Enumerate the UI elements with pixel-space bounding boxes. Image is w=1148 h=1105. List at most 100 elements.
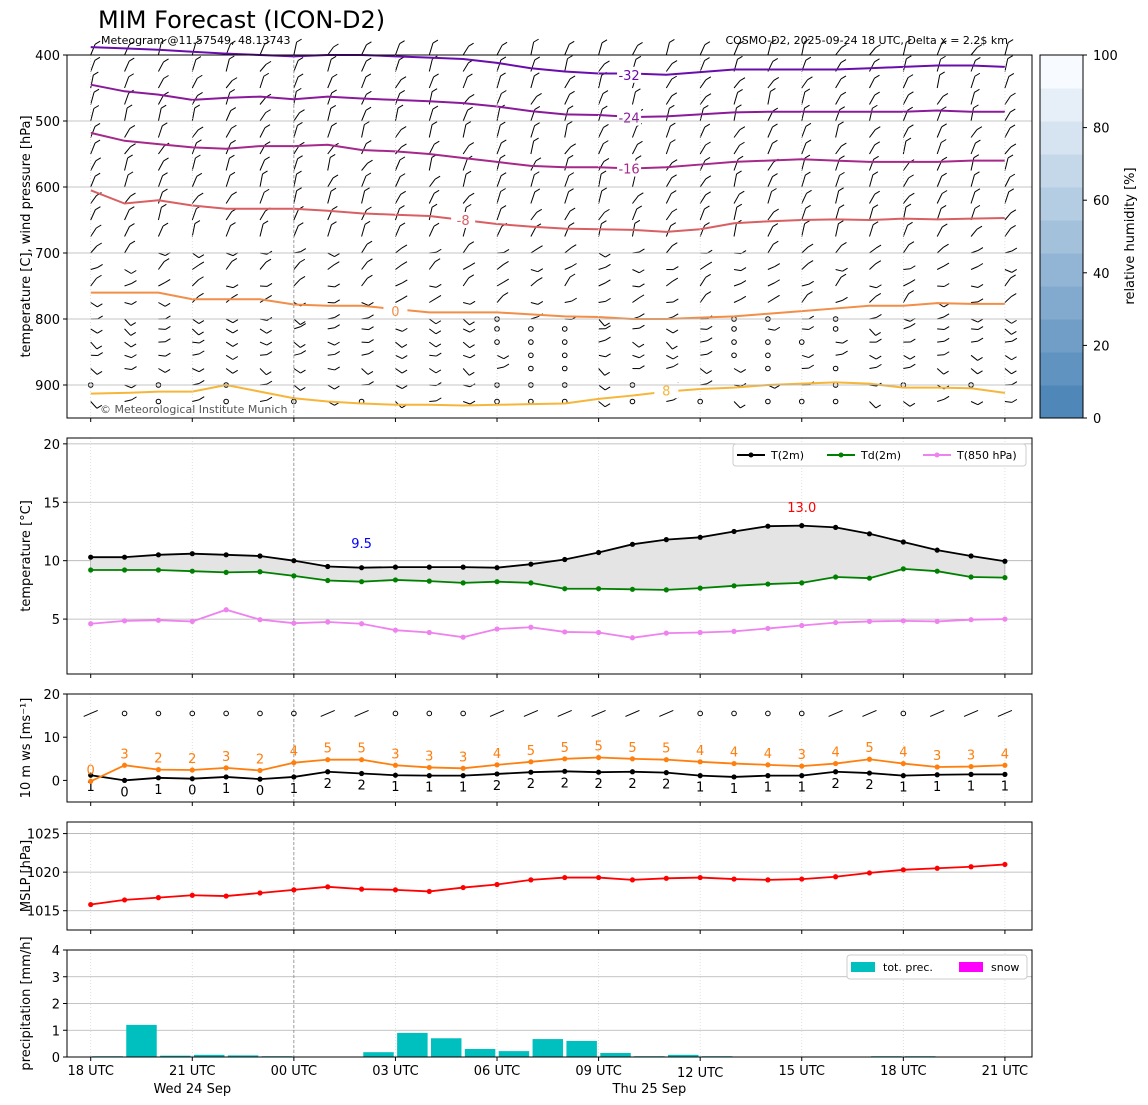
wind-series-0-label-27: 1 [1001, 779, 1009, 794]
wind-barb [90, 195, 97, 204]
wind-barb [971, 301, 979, 303]
wind-barb [157, 94, 165, 105]
wind-barb-flag [501, 90, 507, 94]
wind-direction-25 [929, 709, 945, 717]
wind-barb-flag [334, 261, 340, 266]
wind-barb-flag [127, 171, 134, 176]
wind-series-1-point-24 [900, 760, 906, 767]
calm-circle [223, 398, 229, 405]
wind-barb [902, 225, 909, 237]
wind-barb-flag [568, 40, 575, 45]
precip-bar-14 [566, 1040, 597, 1057]
wind-barb [700, 353, 708, 356]
wind-barb-flag [96, 404, 103, 409]
wind-barb [699, 160, 706, 171]
wind-barb [191, 107, 196, 122]
wind-barb-flag [433, 189, 440, 194]
legend-label-2: T(850 hPa) [956, 449, 1017, 462]
wind-barb [665, 108, 670, 122]
wind-barb-flag [874, 58, 880, 63]
wind-barb-flag [435, 320, 442, 325]
wind-barb [936, 208, 942, 221]
wind-barb-flag [468, 241, 475, 246]
wind-barb [598, 384, 606, 391]
wind-barb-flag [366, 206, 372, 211]
wind-series-0-line [90, 770, 1005, 782]
wind-barb [1004, 340, 1012, 343]
wind-barb-flag [364, 187, 370, 192]
wind-barb [158, 354, 166, 357]
series-2-point-25 [934, 618, 940, 625]
wind-barb-flag [535, 157, 542, 162]
wind-barb-flag [740, 404, 746, 409]
wind-barb [293, 42, 298, 56]
wind-barb [327, 77, 333, 89]
wind-barb-flag [298, 222, 304, 227]
series-0-point-15 [595, 549, 602, 556]
wind-barb-flag [300, 323, 307, 328]
panel-4-ytick-label-2: 2 [52, 998, 60, 1013]
wind-series-0-label-11: 1 [459, 781, 467, 796]
wind-barb-flag [976, 44, 983, 49]
wind-barb-flag [974, 204, 981, 209]
wind-barb [970, 142, 976, 155]
wind-barb-flag [910, 363, 916, 368]
wind-barb-flag [974, 88, 980, 93]
wind-series-0-point-4 [223, 774, 229, 780]
wind-series-1-point-7 [325, 757, 331, 763]
wind-barb [801, 328, 809, 330]
panel-2-ytick-label-1: 10 [43, 731, 60, 746]
wind-barb [801, 108, 806, 122]
wind-barb-flag [704, 205, 710, 210]
wind-barb [835, 207, 840, 221]
wind-barb-flag [432, 39, 439, 44]
wind-barb-flag [600, 170, 607, 175]
wind-barb-flag [943, 326, 950, 330]
wind-series-1-label-18: 4 [696, 744, 704, 759]
wind-barb-flag [808, 326, 815, 330]
mslp-point-14 [562, 874, 568, 881]
x-day-label-1: Thu 25 Sep [612, 1082, 687, 1097]
isotherm-0-label: -32 [618, 69, 639, 84]
wind-barb [90, 328, 98, 334]
wind-barb [632, 354, 640, 359]
wind-barb [293, 341, 301, 348]
mslp-point-9 [392, 887, 399, 893]
wind-barb [564, 58, 568, 72]
wind-series-1-label-3: 2 [188, 752, 196, 767]
series-2-point-23 [866, 618, 873, 625]
wind-barb-flag [772, 58, 779, 62]
wind-barb [157, 225, 164, 237]
wind-barb [971, 328, 979, 331]
wind-barb [124, 328, 132, 336]
wind-barb-flag [671, 75, 677, 80]
series-0-point-5 [257, 553, 263, 559]
wind-barb-flag [807, 243, 814, 248]
wind-barb [361, 261, 368, 270]
wind-barb [259, 64, 267, 72]
wind-barb [530, 280, 538, 287]
wind-barb [598, 368, 606, 376]
wind-barb [767, 126, 773, 138]
wind-barb [632, 45, 639, 56]
wind-barb [462, 265, 471, 270]
wind-barb-flag [569, 75, 576, 80]
wind-barb [564, 124, 568, 138]
wind-series-0-point-6 [291, 774, 297, 780]
wind-barb [327, 252, 335, 258]
wind-barb [90, 245, 98, 254]
wind-barb [835, 190, 840, 204]
wind-barb [733, 107, 737, 122]
series-2-point-19 [731, 628, 737, 634]
series-1-point-23 [866, 575, 873, 581]
series-1-point-7 [325, 577, 331, 584]
wind-barb [90, 277, 97, 287]
series-0-point-10 [426, 564, 432, 570]
wind-barb-flag [739, 126, 746, 131]
wind-series-0-label-13: 2 [527, 777, 535, 792]
wind-barb-flag [807, 76, 813, 81]
wind-barb [225, 211, 233, 221]
wind-barb-flag [367, 159, 373, 164]
wind-barb-flag [838, 204, 845, 209]
wind-barb [327, 157, 331, 171]
